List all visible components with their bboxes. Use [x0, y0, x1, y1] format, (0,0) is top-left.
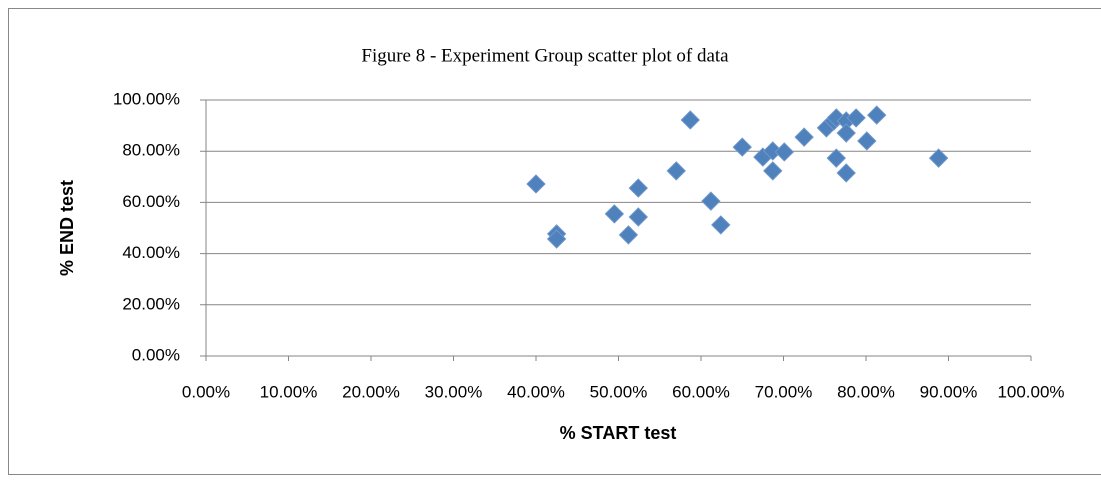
x-tick-label: 70.00% [755, 382, 813, 401]
point [763, 161, 783, 181]
y-tick-label: 80.00% [122, 141, 180, 160]
y-tick-label: 40.00% [122, 243, 180, 262]
chart-title: Figure 8 - Experiment Group scatter plot… [361, 45, 729, 66]
x-tick-label: 60.00% [672, 382, 730, 401]
point [680, 110, 700, 130]
point [928, 148, 949, 168]
point [826, 148, 847, 168]
point [711, 215, 731, 235]
x-tick-label: 30.00% [425, 382, 483, 401]
x-axis-title: % START test [560, 423, 677, 443]
point [774, 142, 795, 162]
y-tick-label: 100.00% [113, 89, 180, 108]
x-tick-label: 10.00% [260, 382, 318, 401]
point [628, 207, 649, 227]
point [846, 108, 866, 128]
x-tick-label: 0.00% [182, 382, 230, 401]
point [867, 105, 887, 125]
y-tick-label: 60.00% [122, 192, 180, 211]
y-axis-title: % END test [57, 180, 77, 276]
point [836, 163, 856, 183]
y-tick-label: 0.00% [132, 345, 180, 364]
point [618, 225, 639, 245]
point [604, 204, 625, 224]
point [794, 127, 814, 147]
x-tick-label: 20.00% [342, 382, 400, 401]
x-tick-label: 100.00% [997, 382, 1064, 401]
point [666, 161, 686, 181]
x-tick-label: 40.00% [507, 382, 565, 401]
x-tick-label: 80.00% [837, 382, 895, 401]
x-tick-label: 50.00% [590, 382, 648, 401]
point [836, 123, 856, 143]
point [732, 137, 752, 157]
point [526, 174, 546, 194]
point [546, 229, 567, 249]
x-tick-label: 90.00% [920, 382, 978, 401]
y-tick-label: 20.00% [122, 294, 180, 313]
point [628, 178, 649, 198]
point [701, 191, 721, 211]
point [857, 131, 877, 151]
